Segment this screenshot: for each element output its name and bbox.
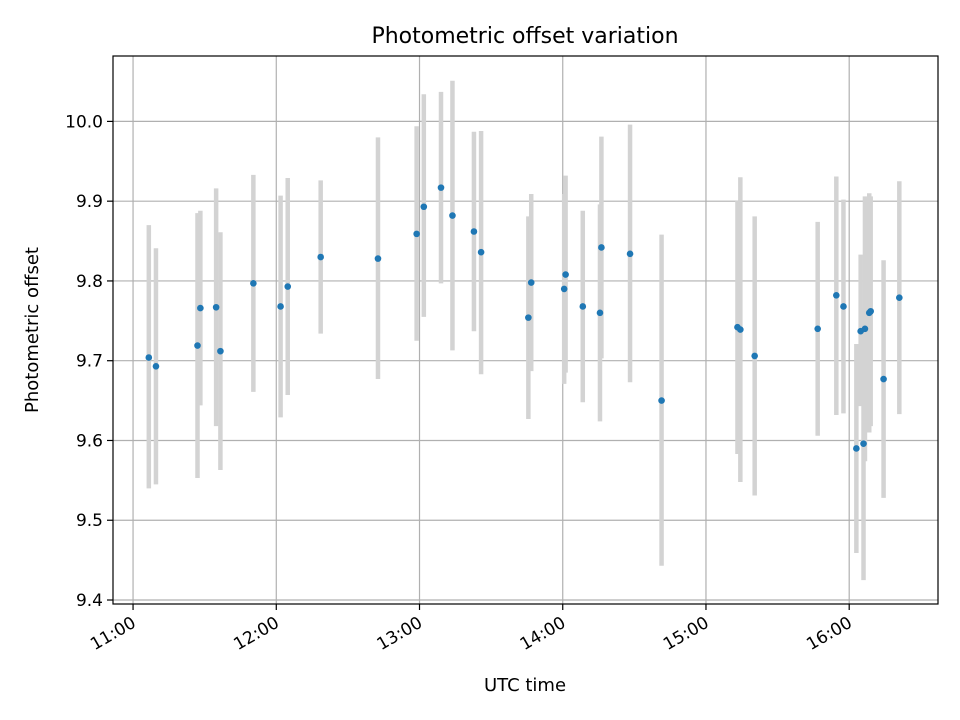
data-point xyxy=(525,314,532,321)
data-point xyxy=(560,285,568,293)
data-point xyxy=(527,279,535,286)
data-point xyxy=(579,303,587,310)
y-tick-label: 9.9 xyxy=(76,192,103,212)
data-point xyxy=(470,228,478,235)
data-point xyxy=(861,325,869,333)
y-tick-label: 9.6 xyxy=(76,431,103,451)
data-point xyxy=(880,375,887,383)
y-tick-label: 9.5 xyxy=(76,511,103,531)
data-point xyxy=(867,307,874,315)
data-point xyxy=(751,352,758,360)
data-point xyxy=(598,244,605,251)
data-point xyxy=(477,248,485,256)
data-point xyxy=(449,212,456,219)
data-point xyxy=(896,294,903,301)
y-tick-label: 9.8 xyxy=(76,272,103,292)
y-axis-label: Photometric offset xyxy=(22,247,43,413)
x-axis-label: UTC time xyxy=(484,675,566,696)
y-tick-label: 10.0 xyxy=(65,112,103,132)
data-point xyxy=(562,271,569,278)
data-point xyxy=(853,445,860,452)
data-point xyxy=(737,326,744,333)
data-point xyxy=(317,253,324,261)
data-point xyxy=(250,280,257,287)
data-point xyxy=(596,309,604,317)
y-tick-label: 9.7 xyxy=(76,352,103,372)
data-point xyxy=(217,347,224,355)
data-point xyxy=(814,325,821,333)
data-point xyxy=(152,362,160,370)
data-point xyxy=(626,250,634,258)
data-point xyxy=(413,230,420,238)
plot-frame xyxy=(112,55,939,605)
data-point xyxy=(197,304,204,312)
data-point xyxy=(420,203,428,211)
data-point xyxy=(374,255,382,262)
data-point xyxy=(277,303,284,310)
data-point xyxy=(194,342,201,349)
data-point xyxy=(212,303,220,311)
data-point xyxy=(860,440,867,447)
chart-title: Photometric offset variation xyxy=(371,24,678,49)
data-point xyxy=(437,184,445,191)
data-point xyxy=(840,303,847,310)
grid-lines xyxy=(113,56,938,604)
data-points xyxy=(145,184,903,452)
data-point xyxy=(145,354,153,361)
y-tick-label: 9.4 xyxy=(76,591,103,611)
data-point xyxy=(658,397,665,404)
data-point xyxy=(284,283,292,290)
data-point xyxy=(833,292,840,299)
